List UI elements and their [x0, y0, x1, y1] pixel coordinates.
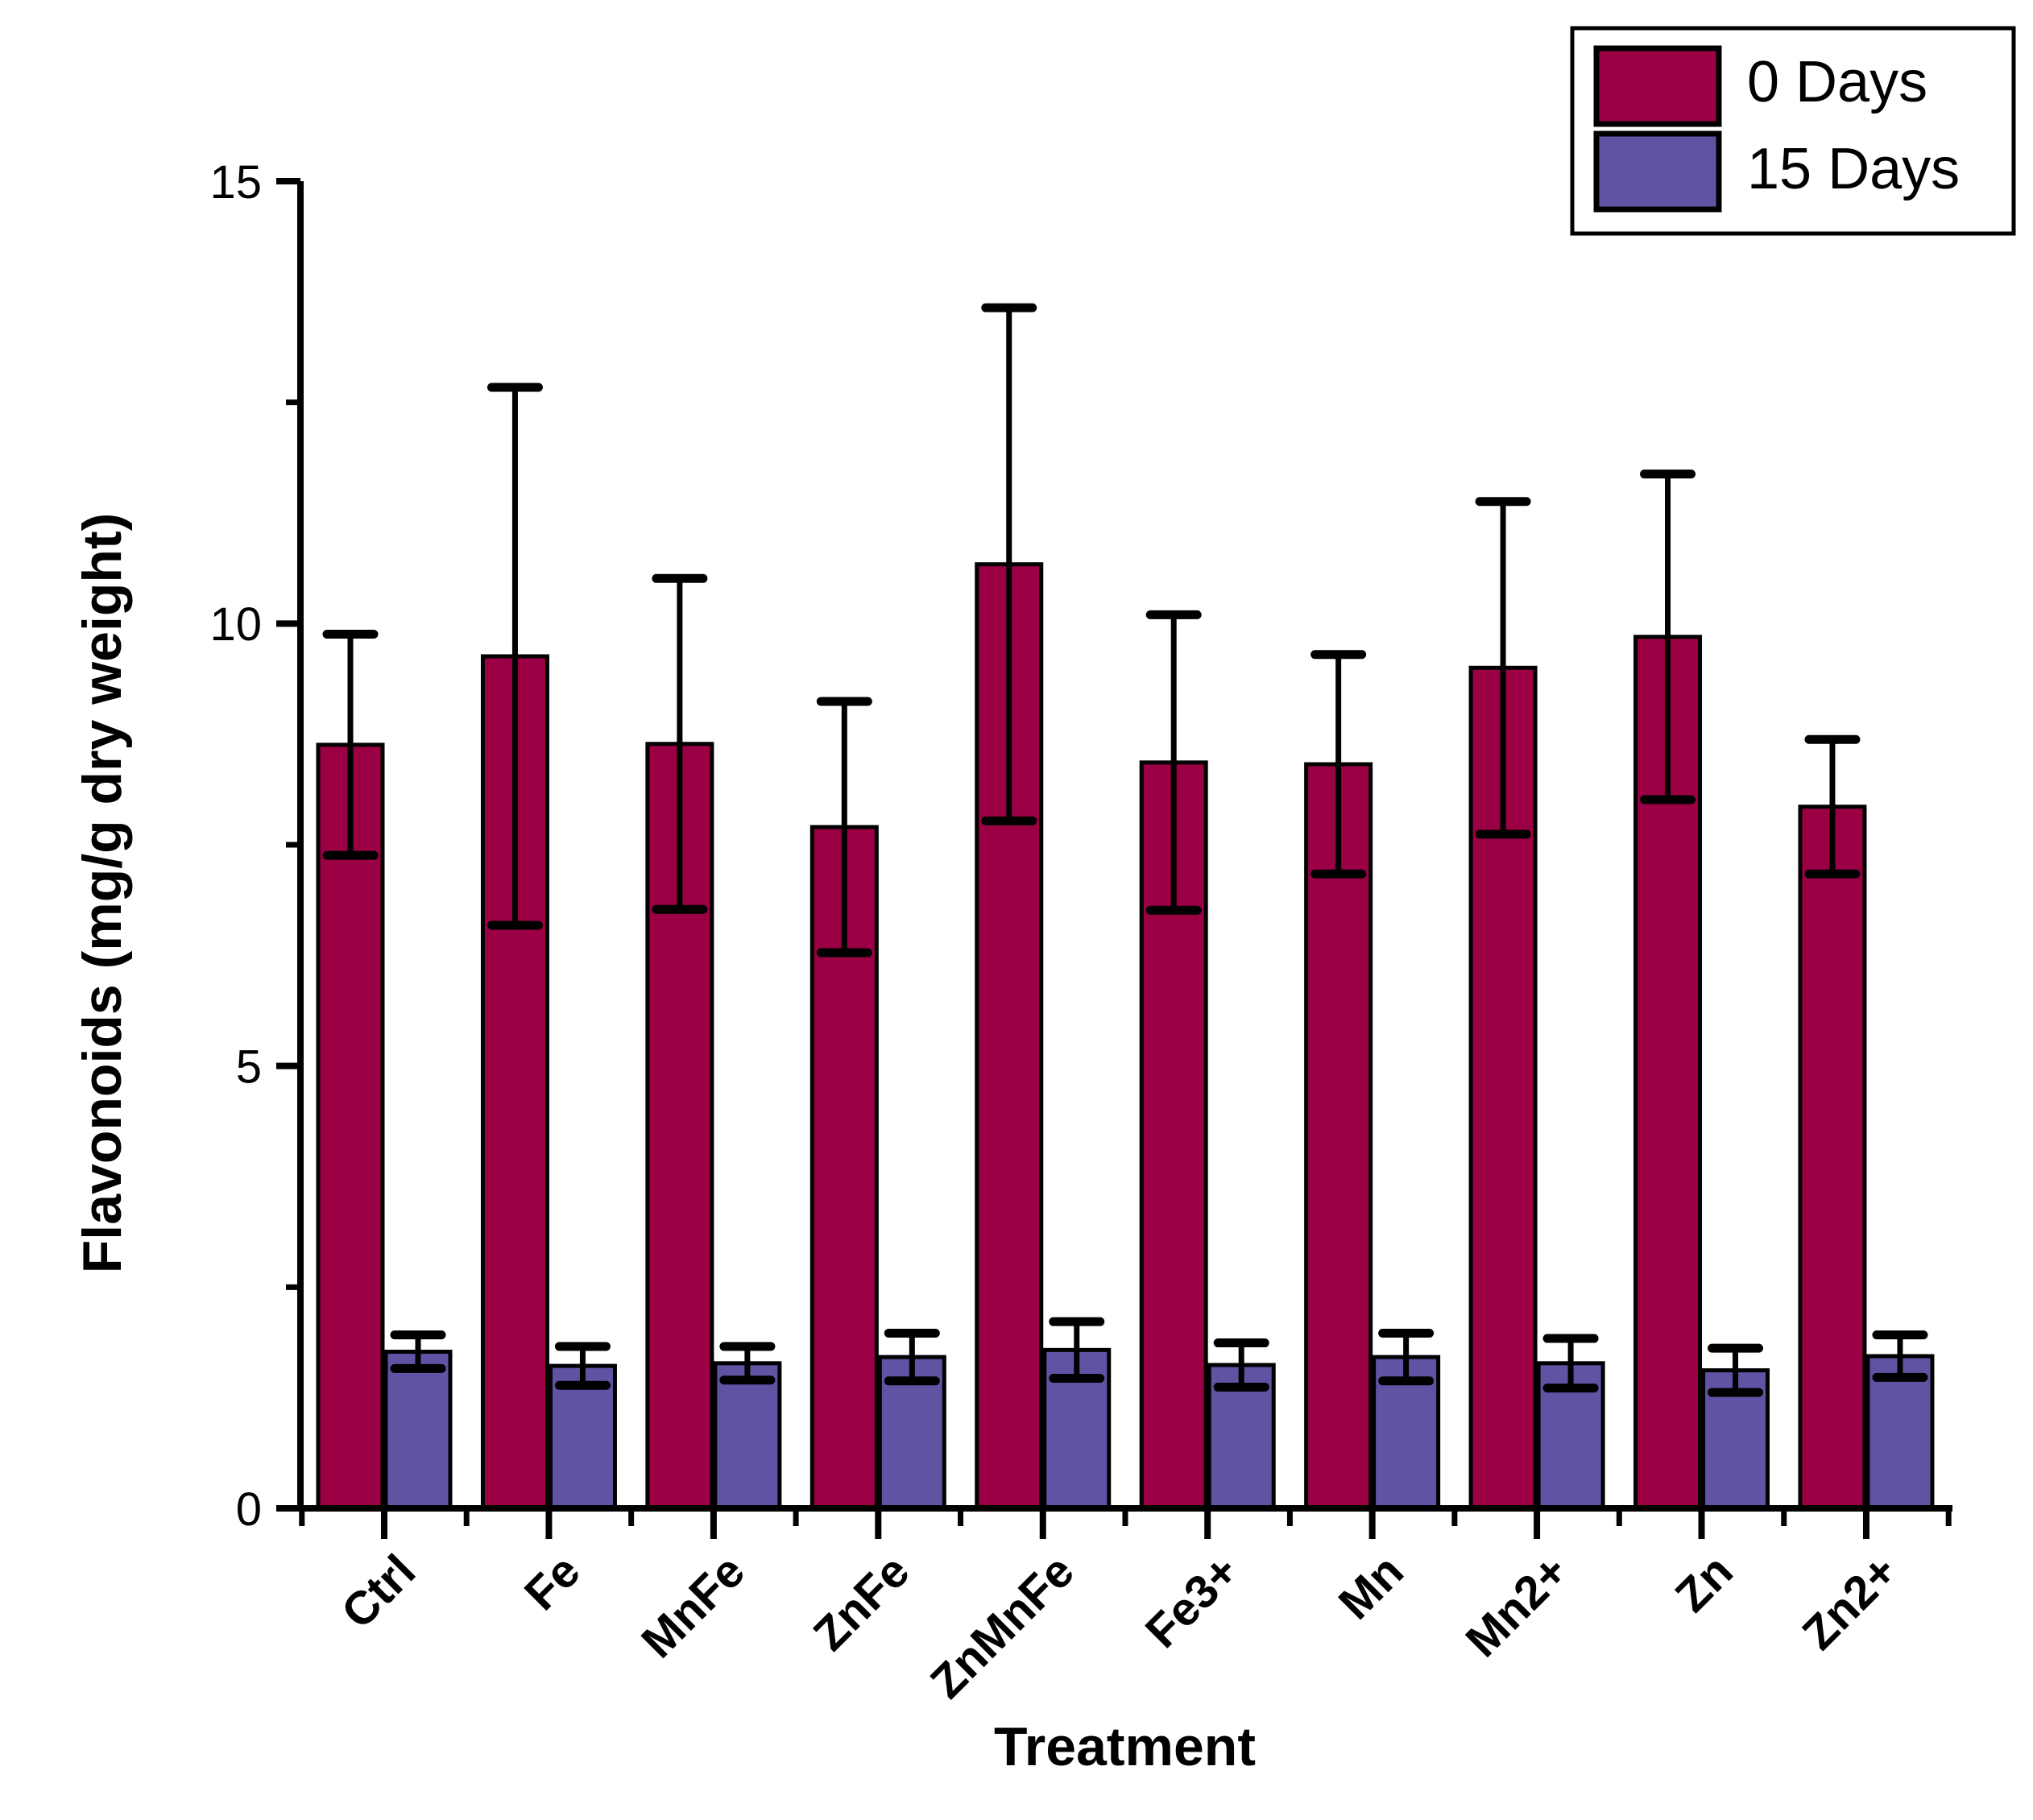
y-tick-label: 15 [209, 156, 262, 209]
y-axis-title: Flavonoids (mg/g dry weight) [72, 513, 133, 1273]
legend-label-0-days: 0 Days [1747, 50, 1927, 114]
x-tick-label-mn: Mn [1329, 1545, 1414, 1629]
legend-swatch-15-days [1593, 130, 1722, 213]
x-tick-label-fe3: Fe3+ [1136, 1545, 1249, 1658]
y-tick-label: 10 [209, 598, 262, 651]
bar-ctrl-15-days [383, 1350, 453, 1511]
x-tick-label-znfe: ZnFe [804, 1545, 920, 1661]
bar-ctrl-0-days [316, 742, 385, 1511]
x-tick-label-znmnfe: ZnMnFe [921, 1545, 1084, 1708]
x-tick-label-mn2: Mn2+ [1455, 1545, 1578, 1667]
bar-zn2-0-days [1798, 805, 1867, 1511]
x-axis-title: Treatment [994, 1716, 1256, 1777]
x-tick-label-zn: Zn [1666, 1545, 1743, 1622]
legend-swatch-0-days [1593, 45, 1722, 127]
legend-label-15-days: 15 Days [1747, 137, 1960, 201]
y-tick-label: 5 [236, 1041, 262, 1094]
x-tick-label-fe: Fe [515, 1545, 590, 1620]
bar-mnfe-15-days [713, 1361, 782, 1511]
x-tick-label-ctrl: Ctrl [332, 1545, 426, 1639]
bar-znfe-0-days [809, 825, 879, 1511]
x-tick-label-mnfe: MnFe [631, 1545, 755, 1668]
y-tick-label: 0 [236, 1483, 262, 1536]
x-tick-label-zn2: Zn2+ [1792, 1545, 1907, 1660]
